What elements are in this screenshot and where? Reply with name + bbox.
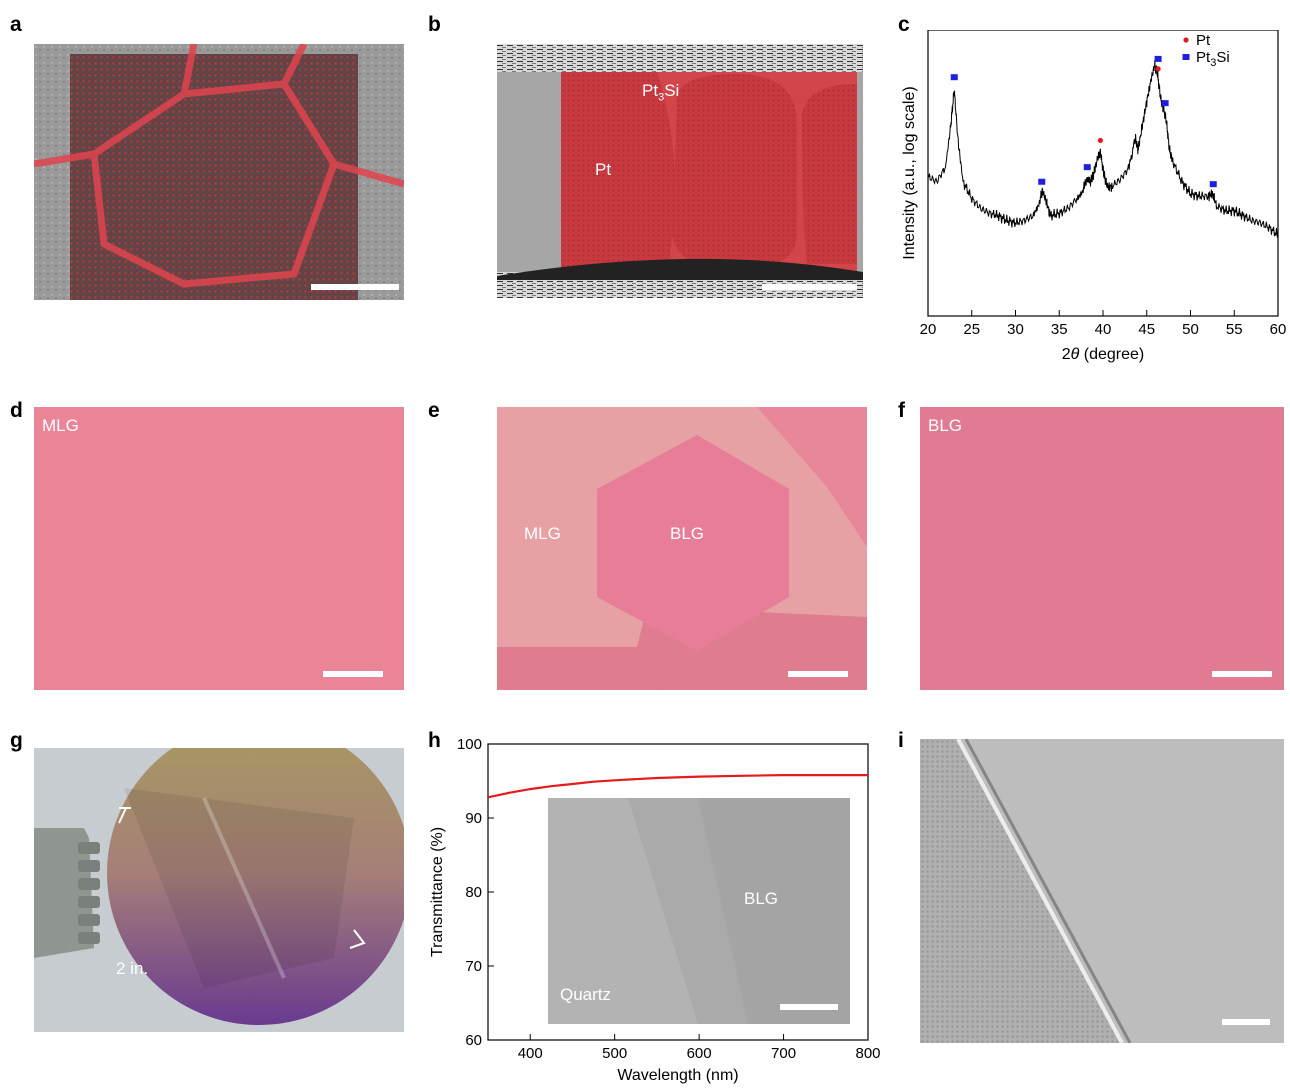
- panel-label-d: d: [10, 399, 23, 422]
- legend-pt-label: Pt: [1196, 32, 1211, 49]
- label-pt3si: Pt3Si: [642, 81, 680, 104]
- inset-image: BLG Quartz: [548, 798, 850, 1024]
- pt-marker: [1097, 137, 1103, 144]
- pt3si-marker: [1038, 178, 1046, 185]
- transmittance-chart: 400 500 600 700 800 60 70 80 90 100 Wavelength (nm…: [429, 736, 881, 1084]
- panel-g-image: 2 in.: [34, 748, 404, 1032]
- panel-f-image: BLG: [920, 407, 1284, 690]
- panel-label-f: f: [898, 399, 905, 422]
- scale-bar-f: [1212, 671, 1272, 677]
- label-2in: 2 in.: [116, 959, 149, 978]
- panel-e-micrograph: [497, 407, 867, 690]
- label-mlg-d: MLG: [42, 416, 79, 435]
- tem-micrograph: [920, 739, 1284, 1043]
- scale-bar-d: [323, 671, 383, 677]
- x-tick-label-c: 20: [920, 321, 937, 338]
- y-tick-label-h: 100: [457, 736, 482, 753]
- x-tick-label-h: 700: [771, 1045, 796, 1062]
- label-mlg-e: MLG: [524, 524, 561, 543]
- x-tick-label-c: 45: [1138, 321, 1155, 338]
- legend-pt3si-label: Pt3Si: [1196, 49, 1230, 69]
- pt3si-marker: [1083, 164, 1091, 171]
- scale-bar-b: [762, 284, 857, 290]
- xrd-line: [927, 59, 1279, 239]
- panel-a-image: [34, 44, 404, 300]
- y-tick-label-h: 90: [465, 810, 482, 827]
- y-tick-label-h: 60: [465, 1032, 482, 1049]
- panel-e-image: MLG BLG: [497, 407, 867, 690]
- panel-label-g: g: [10, 729, 23, 752]
- panel-h-chart: 400 500 600 700 800 60 70 80 90 100 Wavelength (nm…: [420, 728, 890, 1092]
- panel-d-image: MLG: [34, 407, 404, 690]
- inset-micrograph: [548, 798, 850, 1024]
- y-axis-label-c: Intensity (a.u., log scale): [901, 86, 918, 259]
- panel-label-c: c: [898, 13, 910, 36]
- scale-bar-a: [311, 284, 399, 290]
- panel-label-a: a: [10, 13, 22, 36]
- inset-label-quartz: Quartz: [560, 985, 612, 1004]
- panel-label-h: h: [428, 729, 441, 752]
- scale-bar-e: [788, 671, 848, 677]
- panel-label-i: i: [898, 729, 904, 752]
- inset-label-blg: BLG: [744, 889, 779, 908]
- x-tick-label-c: 40: [1095, 321, 1112, 338]
- legend-pt3si-marker: [1182, 54, 1190, 60]
- panel-c-chart: 20 25 30 35 40 45 50 55 60 2θ (degree) Intensity (…: [890, 30, 1288, 370]
- legend-pt-marker: [1183, 37, 1189, 43]
- y-tick-label-h: 70: [465, 958, 482, 975]
- panel-b-image: Pt3Si Pt: [497, 44, 863, 298]
- panel-a-micrograph: [34, 44, 404, 300]
- x-axis-label-c: 2θ (degree): [1062, 346, 1145, 363]
- label-pt: Pt: [595, 160, 612, 179]
- pt3si-marker: [1161, 100, 1169, 107]
- x-tick-label-h: 500: [602, 1045, 627, 1062]
- x-tick-label-c: 30: [1007, 321, 1024, 338]
- xrd-chart: 20 25 30 35 40 45 50 55 60 2θ (degree) Intensity (…: [901, 30, 1287, 363]
- panel-label-e: e: [428, 399, 440, 422]
- scale-bar-i: [1222, 1019, 1270, 1025]
- pt3si-marker: [1209, 181, 1217, 188]
- panel-label-b: b: [428, 13, 441, 36]
- label-blg-e: BLG: [670, 524, 705, 543]
- panel-i-image: [920, 739, 1284, 1043]
- y-axis-label-h: Transmittance (%): [429, 827, 446, 957]
- x-tick-label-h: 800: [855, 1045, 880, 1062]
- panel-b-micrograph: [497, 44, 863, 298]
- x-tick-label-c: 35: [1051, 321, 1068, 338]
- wafer-photo: [34, 748, 404, 1025]
- x-axis-label-h: Wavelength (nm): [617, 1067, 738, 1084]
- scale-bar-h: [780, 1004, 838, 1010]
- pt-marker: [1155, 66, 1161, 72]
- x-tick-label-c: 50: [1182, 321, 1199, 338]
- pt3si-marker: [1154, 55, 1162, 62]
- pt3si-marker: [950, 74, 958, 81]
- x-tick-label-c: 25: [963, 321, 980, 338]
- label-blg-f: BLG: [928, 416, 963, 435]
- y-tick-label-h: 80: [465, 884, 482, 901]
- x-tick-label-h: 600: [687, 1045, 712, 1062]
- transmittance-line: [487, 773, 868, 799]
- x-tick-label-h: 400: [518, 1045, 543, 1062]
- x-tick-label-c: 60: [1270, 321, 1287, 338]
- x-tick-label-c: 55: [1226, 321, 1243, 338]
